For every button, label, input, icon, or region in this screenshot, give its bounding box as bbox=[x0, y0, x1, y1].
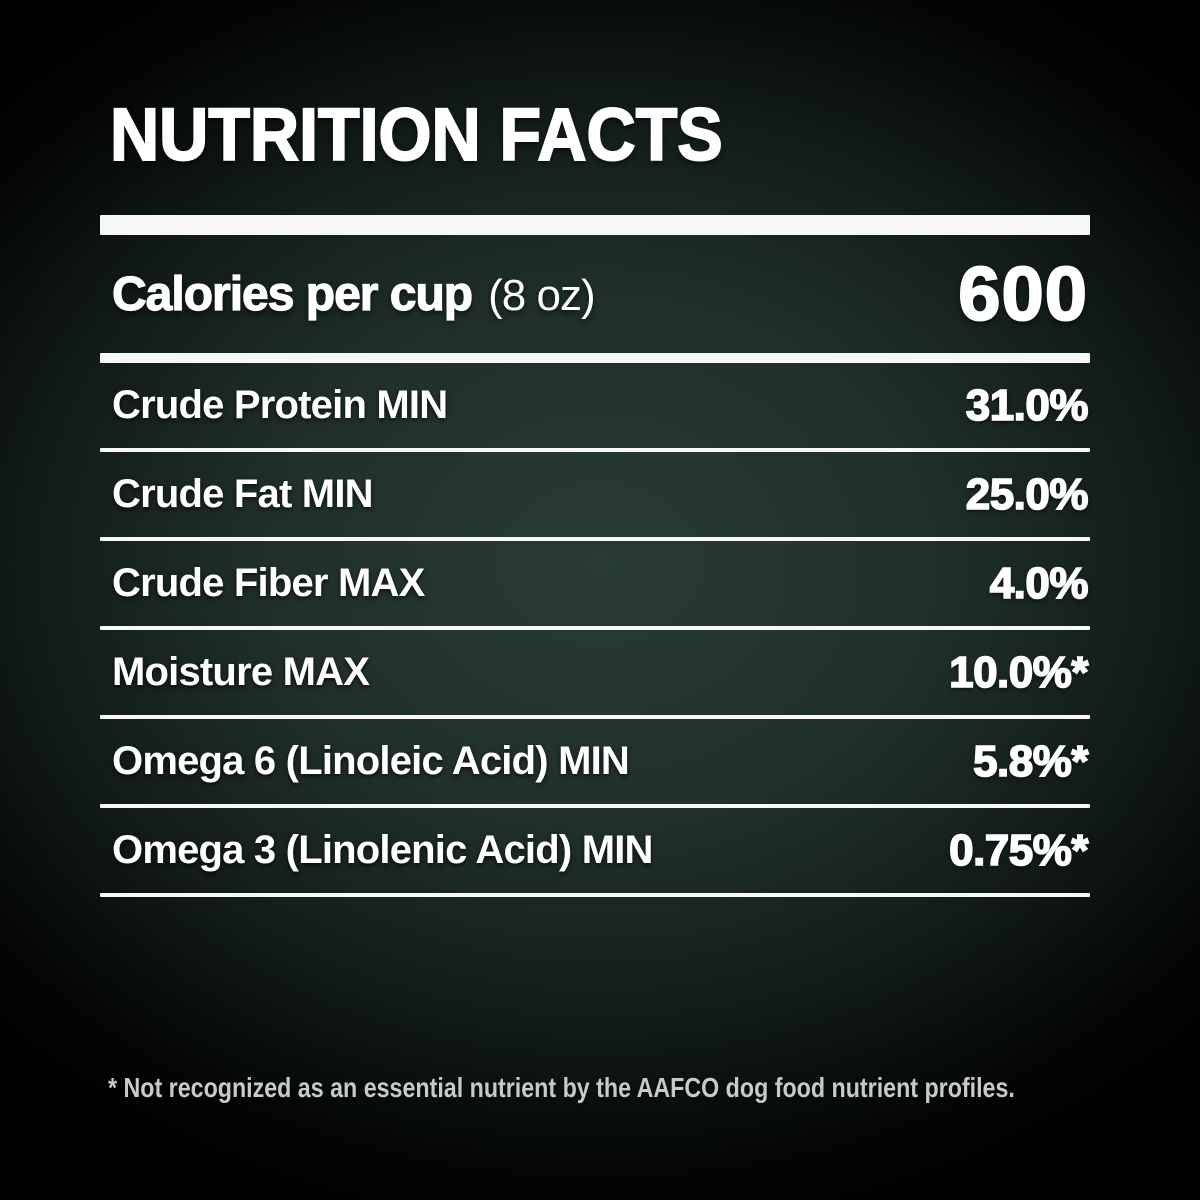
footnote: * Not recognized as an essential nutrien… bbox=[108, 1072, 1015, 1103]
divider-thin bbox=[100, 893, 1090, 897]
nutrient-label: Crude Fat MIN bbox=[112, 472, 374, 516]
nutrient-value: 4.0% bbox=[989, 558, 1089, 609]
panel-title: NUTRITION FACTS bbox=[109, 93, 724, 176]
nutrient-row-omega-6: Omega 6 (Linoleic Acid) MIN 5.8%* bbox=[100, 719, 1090, 804]
nutrient-row-crude-protein: Crude Protein MIN 31.0% bbox=[100, 363, 1090, 448]
nutrient-value: 10.0%* bbox=[948, 647, 1089, 698]
nutrient-label: Omega 3 (Linolenic Acid) MIN bbox=[112, 828, 653, 872]
nutrient-row-crude-fat: Crude Fat MIN 25.0% bbox=[100, 452, 1090, 537]
nutrient-value: 5.8%* bbox=[972, 736, 1089, 787]
calories-label: Calories per cup bbox=[111, 267, 473, 321]
divider-medium bbox=[100, 353, 1090, 363]
nutrient-row-omega-3: Omega 3 (Linolenic Acid) MIN 0.75%* bbox=[100, 808, 1090, 893]
nutrient-value: 25.0% bbox=[965, 469, 1089, 520]
calories-label-group: Calories per cup (8 oz) bbox=[111, 267, 595, 322]
nutrient-value: 0.75%* bbox=[948, 825, 1089, 876]
divider-thin bbox=[100, 537, 1090, 541]
nutrient-row-moisture: Moisture MAX 10.0%* bbox=[100, 630, 1090, 715]
divider-thin bbox=[100, 448, 1090, 452]
divider-thin bbox=[100, 804, 1090, 808]
nutrient-label: Crude Fiber MAX bbox=[112, 561, 425, 605]
calories-unit: (8 oz) bbox=[488, 270, 595, 320]
nutrient-row-crude-fiber: Crude Fiber MAX 4.0% bbox=[100, 541, 1090, 626]
nutrient-label: Crude Protein MIN bbox=[112, 383, 448, 427]
divider-thin bbox=[100, 715, 1090, 719]
divider-thin bbox=[100, 626, 1090, 630]
nutrition-panel: NUTRITION FACTS Calories per cup (8 oz) … bbox=[100, 93, 1090, 897]
nutrient-value: 31.0% bbox=[965, 380, 1089, 431]
nutrient-label: Moisture MAX bbox=[112, 650, 370, 694]
calories-row: Calories per cup (8 oz) 600 bbox=[100, 235, 1090, 353]
divider-thick bbox=[100, 215, 1090, 235]
nutrient-label: Omega 6 (Linoleic Acid) MIN bbox=[112, 739, 630, 783]
calories-value: 600 bbox=[957, 251, 1088, 338]
